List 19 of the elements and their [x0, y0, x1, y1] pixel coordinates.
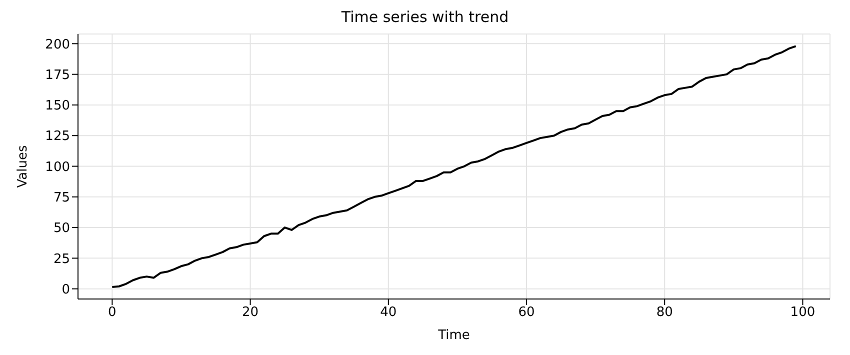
x-axis-title: Time	[437, 328, 470, 343]
chart-title: Time series with trend	[340, 8, 510, 28]
y-tick-label: 175	[45, 68, 70, 83]
x-tick-label: 80	[656, 305, 673, 320]
x-tick-label: 0	[108, 305, 116, 320]
y-tick-label: 100	[45, 160, 70, 175]
y-tick-label: 25	[53, 252, 70, 267]
y-axis-title: Values	[16, 145, 31, 188]
y-tick-label: 50	[53, 221, 70, 236]
y-tick-label: 125	[45, 129, 70, 144]
y-tick-label: 200	[45, 37, 70, 52]
x-tick-label: 100	[790, 305, 816, 320]
y-tick-label: 150	[45, 98, 70, 114]
x-tick-label: 40	[380, 305, 397, 320]
x-tick-label: 60	[518, 305, 535, 320]
x-tick-label: 20	[242, 305, 259, 320]
y-tick-label: 75	[53, 190, 70, 206]
y-tick-label: 0	[62, 282, 70, 298]
line-series	[111, 45, 797, 288]
